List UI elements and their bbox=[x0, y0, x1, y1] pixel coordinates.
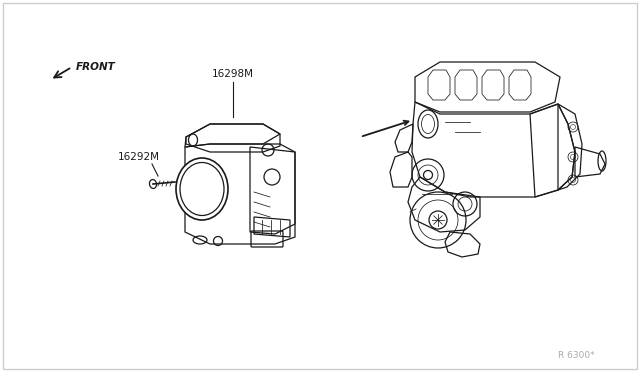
Text: 16298M: 16298M bbox=[212, 69, 254, 79]
Text: 16292M: 16292M bbox=[118, 152, 160, 162]
Ellipse shape bbox=[176, 158, 228, 220]
Text: R 6300*: R 6300* bbox=[558, 351, 595, 360]
Text: FRONT: FRONT bbox=[76, 62, 116, 72]
